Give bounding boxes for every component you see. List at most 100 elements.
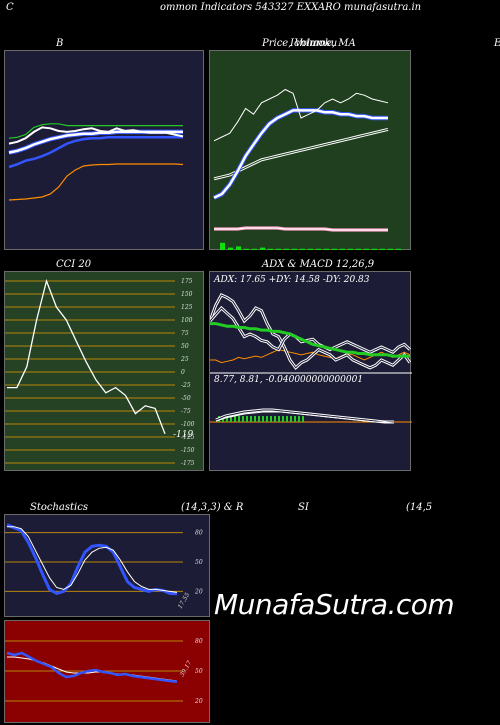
macd-hist-bar [278, 416, 280, 422]
cci-panel: 175 150 125 100 75 50 25 0 -25 -50 -75 -100 -125 -150… [4, 271, 204, 471]
volume-bar [276, 248, 281, 250]
bollinger-panel [4, 50, 204, 250]
volume-bar [220, 242, 225, 250]
macd-hist-bar [302, 416, 304, 422]
cci-last-label: -119 [173, 430, 193, 440]
cci-tick-label: 50 [181, 343, 189, 350]
volume-bar [356, 248, 361, 250]
cci-tick-label: -125 [181, 434, 195, 441]
macd-signal-line [215, 411, 395, 424]
adx-title: ADX & MACD 12,26,9 [262, 259, 375, 270]
macd-hist-bar [270, 416, 272, 422]
bb-price-line [8, 126, 184, 145]
volume-bar [348, 248, 353, 250]
cci-tick-label: -25 [181, 382, 191, 389]
macd-hist-bar [230, 416, 232, 422]
macd-hist-bar [258, 416, 260, 422]
rsi-line [6, 651, 178, 684]
cci-tick-label: -50 [181, 395, 191, 402]
macd-hist-bar [250, 416, 252, 422]
stoch-d-line [7, 526, 178, 593]
volume-bar [228, 247, 233, 250]
macd-values: 8.77, 8.81, -0.040000000000001 [214, 375, 364, 385]
price-chart [213, 88, 401, 250]
watermark: MunafaSutra.com [214, 588, 455, 621]
header-title: ommon Indicators 543327 EXXARO munafasut… [160, 2, 422, 13]
cci-tick-label: 0 [181, 369, 185, 376]
rsi-tick-label: 50 [195, 668, 203, 675]
macd-hist-bar [234, 416, 236, 422]
cci-title: CCI 20 [56, 259, 92, 270]
macd-hist-bar [298, 416, 300, 422]
bb-upper-line [8, 123, 183, 139]
macd-hist-bar [274, 416, 276, 422]
stoch-tick-label: 50 [195, 559, 203, 566]
adx-minus-dy-line [210, 294, 411, 369]
cci-line [7, 278, 166, 435]
adx-values: ADX: 17.65 +DY: 14.58 -DY: 20.83 [214, 275, 370, 285]
volume-bar [372, 248, 377, 250]
stoch-title: Stochastics [30, 502, 88, 513]
stoch-panel: 80 50 20 17.55 [4, 514, 210, 617]
cci-tick-label: -175 [181, 460, 195, 467]
volume-bar [268, 248, 273, 250]
stoch-params: (14,3,3) & R [181, 502, 244, 513]
macd-hist-bar [242, 416, 244, 422]
adx-chart [210, 293, 412, 424]
rsi-title: SI [298, 502, 309, 513]
volume-bar [396, 248, 401, 250]
price-ma-pink-line [214, 227, 388, 231]
volume-bar [252, 248, 257, 250]
stoch-tick-label: 20 [194, 588, 203, 595]
volume-bar [380, 248, 385, 250]
rsi-params: (14,5 [406, 502, 433, 513]
cci-tick-label: 75 [181, 330, 189, 337]
adx-panel: ADX: 17.65 +DY: 14.58 -DY: 20.83 8.77, 8… [209, 271, 412, 471]
stoch-tick-label: 80 [195, 530, 203, 537]
bollinger-chart [8, 123, 184, 201]
price-ma-fast-line [213, 109, 388, 199]
price-panel [209, 50, 411, 250]
cci-tick-label: 100 [181, 317, 193, 324]
volume-bar [236, 246, 241, 250]
stoch-k-line [6, 523, 178, 596]
bb-middle-line-outer [8, 129, 183, 155]
cci-tick-label: -75 [181, 408, 191, 415]
header-letter: C [6, 2, 14, 13]
macd-hist-bar [290, 416, 292, 422]
cci-tick-label: 25 [180, 356, 189, 363]
cci-tick-label: 150 [181, 291, 193, 298]
rsi-last-label: 39.17 [179, 659, 194, 678]
bb-title: B [56, 38, 64, 49]
volume-bar [292, 248, 297, 250]
volume-bar [300, 248, 305, 250]
price-ma-slow-line [213, 128, 389, 180]
rsi-panel: 80 50 20 39.17 [4, 620, 210, 723]
macd-hist-bar [286, 416, 288, 422]
price-close-line [213, 88, 389, 142]
price-ma-fast-line-outer [213, 108, 388, 200]
rsi-tick-label: 20 [194, 698, 203, 705]
macd-hist-bar [282, 416, 284, 422]
volume-bar [316, 248, 321, 250]
cci-tick-label: 125 [181, 304, 193, 311]
cci-tick-label: -150 [181, 447, 195, 454]
macd-hist-bar [266, 416, 268, 422]
price-title: Price, Volume, MA [262, 38, 356, 49]
cci-tick-label: -100 [181, 421, 195, 428]
macd-hist-bar [262, 416, 264, 422]
volume-bar [308, 248, 313, 250]
volume-bar [364, 248, 369, 250]
macd-hist-bar [226, 416, 228, 422]
cci-tick-label: 175 [181, 278, 193, 285]
volume-bar [324, 248, 329, 250]
volume-bar [260, 247, 265, 250]
rsi-chart: 80 50 20 39.17 [5, 638, 203, 705]
bb-ema-line [8, 163, 184, 201]
adx-line [210, 322, 410, 358]
price-title-overlay: Ichimoku [290, 38, 338, 49]
volume-bar [244, 248, 249, 250]
stoch-last-label: 17.55 [177, 591, 192, 610]
volume-bar [284, 248, 289, 250]
